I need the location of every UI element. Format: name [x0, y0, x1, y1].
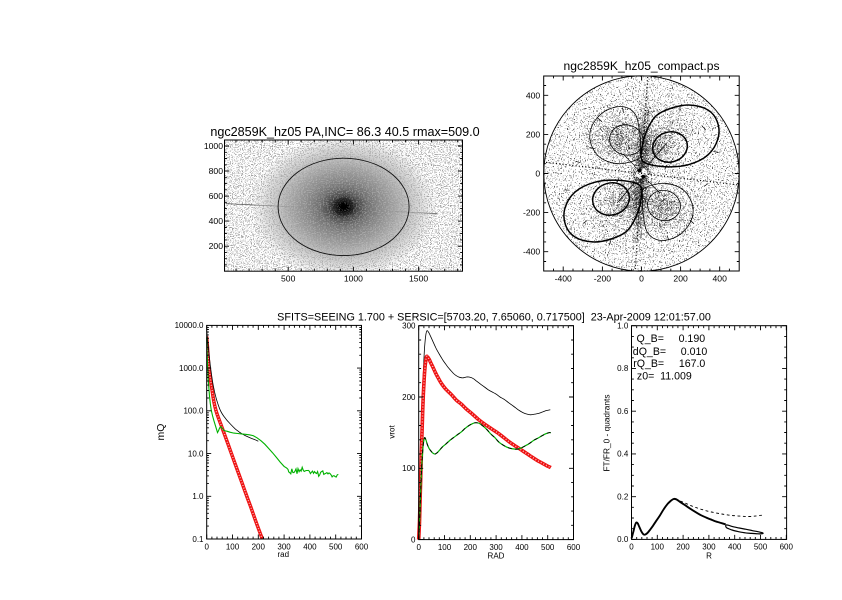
svg-text:400: 400 — [526, 90, 541, 100]
svg-text:100.0: 100.0 — [183, 407, 204, 416]
svg-text:500: 500 — [329, 543, 343, 552]
svg-text:0.6: 0.6 — [617, 407, 629, 416]
svg-text:200: 200 — [526, 129, 541, 139]
svg-text:Q_B= 0.190: Q_B= 0.190 — [637, 333, 706, 345]
svg-text:mQ: mQ — [155, 424, 167, 441]
svg-text:0: 0 — [204, 543, 209, 552]
svg-text:500: 500 — [541, 543, 555, 552]
svg-text:400: 400 — [515, 543, 529, 552]
svg-text:300: 300 — [402, 322, 416, 331]
svg-text:ngc2859K_hz05 PA,INC= 86.3 40.: ngc2859K_hz05 PA,INC= 86.3 40.5 rmax=509… — [210, 125, 479, 139]
svg-text:rad: rad — [278, 550, 290, 559]
svg-text:200: 200 — [209, 241, 224, 251]
svg-text:200: 200 — [252, 543, 266, 552]
svg-text:-200: -200 — [594, 273, 611, 283]
svg-text:dQ_B= 0.010: dQ_B= 0.010 — [633, 346, 708, 358]
svg-text:z0= 11.009: z0= 11.009 — [637, 370, 692, 382]
svg-text:500: 500 — [281, 274, 296, 284]
svg-text:600: 600 — [567, 543, 581, 552]
svg-text:ngc2859K_hz05_compact.ps: ngc2859K_hz05_compact.ps — [564, 59, 720, 73]
svg-text:RAD: RAD — [488, 552, 505, 561]
svg-text:SFITS=SEEING 1.700 + SERSIC=[5: SFITS=SEEING 1.700 + SERSIC=[5703.20, 7.… — [277, 312, 711, 324]
svg-text:-200: -200 — [523, 208, 540, 218]
svg-text:300: 300 — [489, 543, 503, 552]
svg-text:1000: 1000 — [204, 141, 223, 151]
svg-text:600: 600 — [780, 543, 794, 552]
svg-text:200: 200 — [464, 543, 478, 552]
svg-text:200: 200 — [676, 543, 690, 552]
svg-text:100: 100 — [438, 543, 452, 552]
svg-text:-400: -400 — [555, 273, 572, 283]
svg-text:200: 200 — [673, 273, 688, 283]
svg-text:100: 100 — [226, 543, 240, 552]
svg-text:100: 100 — [651, 543, 665, 552]
svg-text:FT/FR_0 - quadrants: FT/FR_0 - quadrants — [602, 394, 612, 471]
svg-text:0: 0 — [639, 273, 644, 283]
svg-text:300: 300 — [277, 543, 291, 552]
svg-text:0.4: 0.4 — [617, 450, 629, 459]
svg-text:400: 400 — [209, 216, 224, 226]
svg-text:0: 0 — [411, 535, 416, 544]
svg-text:600: 600 — [209, 191, 224, 201]
svg-text:400: 400 — [713, 273, 728, 283]
svg-text:1.0: 1.0 — [617, 322, 629, 331]
svg-text:1500: 1500 — [409, 274, 428, 284]
svg-text:0.1: 0.1 — [192, 535, 204, 544]
svg-text:1000: 1000 — [344, 274, 363, 284]
svg-text:rQ_B= 167.0: rQ_B= 167.0 — [633, 358, 705, 370]
svg-text:400: 400 — [728, 543, 742, 552]
svg-text:100: 100 — [402, 464, 416, 473]
svg-text:0.2: 0.2 — [617, 493, 629, 502]
svg-text:300: 300 — [702, 543, 716, 552]
svg-text:10.0: 10.0 — [188, 449, 204, 458]
svg-text:200: 200 — [402, 393, 416, 402]
svg-text:vrot: vrot — [388, 425, 397, 439]
svg-text:0: 0 — [535, 169, 540, 179]
svg-text:500: 500 — [754, 543, 768, 552]
svg-text:R: R — [706, 552, 712, 561]
svg-text:1.0: 1.0 — [192, 492, 204, 501]
svg-text:0.8: 0.8 — [617, 364, 629, 373]
svg-text:400: 400 — [303, 543, 317, 552]
svg-text:0: 0 — [629, 543, 634, 552]
svg-text:800: 800 — [209, 166, 224, 176]
svg-text:600: 600 — [355, 543, 369, 552]
svg-text:0.0: 0.0 — [617, 535, 629, 544]
svg-text:10000.0: 10000.0 — [175, 321, 204, 330]
svg-text:-400: -400 — [523, 247, 540, 257]
svg-text:0: 0 — [416, 543, 421, 552]
svg-text:1000.0: 1000.0 — [179, 364, 204, 373]
